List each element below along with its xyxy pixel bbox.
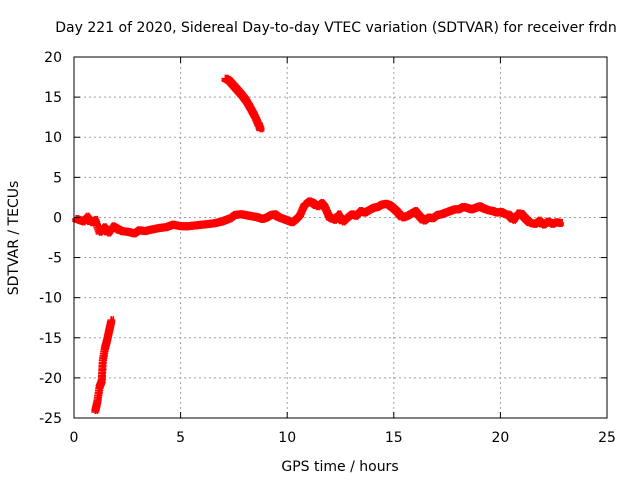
y-tick-label: -20 bbox=[39, 371, 62, 387]
y-tick-label: -5 bbox=[48, 251, 62, 267]
tick-labels: 0 5 10 15 20 25 -25 -20 -15 -10 -5 0 5 10 15 20 bbox=[39, 50, 616, 446]
data-point bbox=[107, 316, 116, 325]
y-tick-label: 10 bbox=[44, 130, 62, 146]
data-point bbox=[256, 124, 265, 133]
plot-frame bbox=[73, 56, 608, 419]
series-arc-upper bbox=[221, 74, 265, 133]
chart-title: Day 221 of 2020, Sidereal Day-to-day VTE… bbox=[55, 20, 616, 36]
data-point bbox=[556, 219, 565, 228]
x-tick-label: 25 bbox=[598, 430, 616, 446]
y-tick-label: -10 bbox=[39, 291, 62, 307]
x-tick-label: 0 bbox=[70, 430, 79, 446]
series-main-track bbox=[72, 197, 565, 238]
y-tick-label: -15 bbox=[39, 331, 62, 347]
x-axis-label: GPS time / hours bbox=[281, 459, 398, 475]
series-layer bbox=[72, 74, 565, 414]
x-tick-label: 15 bbox=[385, 430, 403, 446]
x-tick-label: 5 bbox=[176, 430, 185, 446]
y-tick-label: 15 bbox=[44, 90, 62, 106]
x-tick-label: 10 bbox=[278, 430, 296, 446]
y-tick-label: -25 bbox=[39, 411, 62, 427]
y-tick-label: 20 bbox=[44, 50, 62, 66]
x-tick-label: 20 bbox=[491, 430, 509, 446]
y-tick-label: 0 bbox=[53, 210, 62, 226]
y-axis-label: SDTVAR / TECUs bbox=[6, 181, 22, 296]
series-early-descent bbox=[91, 316, 116, 414]
ticks bbox=[73, 56, 608, 419]
y-tick-label: 5 bbox=[53, 170, 62, 186]
